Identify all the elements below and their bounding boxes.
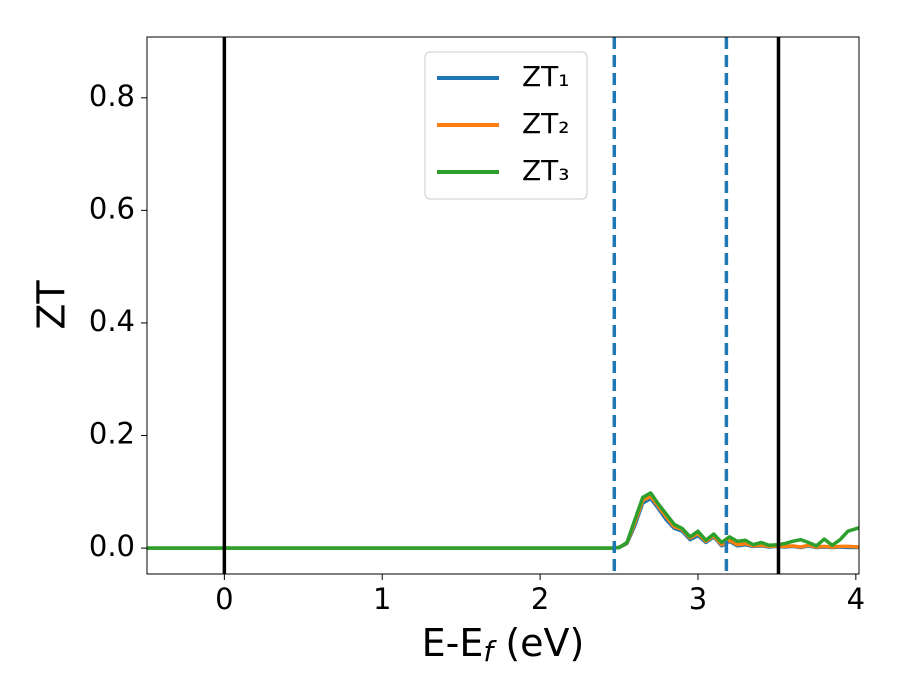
legend-box [424,51,588,200]
x-label-part: E-E [422,621,484,665]
series-line [147,491,860,550]
legend-label: ZT₂ [522,107,570,140]
x-tick-label: 0 [215,582,233,616]
x-tick-label: 2 [531,582,549,616]
x-axis-label: E-Ef (eV) [422,621,585,669]
y-tick-label: 0.2 [89,417,135,451]
x-label-part: (eV) [493,621,584,665]
y-axis-label: ZT [30,280,74,330]
series-line [147,496,859,550]
series-line [147,494,860,550]
y-tick-label: 0.4 [89,304,135,338]
x-tick-label: 1 [373,582,391,616]
legend: ZT₁ ZT₂ ZT₃ [424,51,588,200]
plot-frame [146,36,860,575]
x-tick-label: 4 [847,582,865,616]
y-tick-label: 0.6 [89,191,135,225]
legend-label: ZT₃ [522,154,570,187]
x-tick-label: 3 [689,582,707,616]
y-tick-label: 0.0 [89,529,135,563]
y-tick-label: 0.8 [89,79,135,113]
legend-label: ZT₁ [522,60,570,93]
